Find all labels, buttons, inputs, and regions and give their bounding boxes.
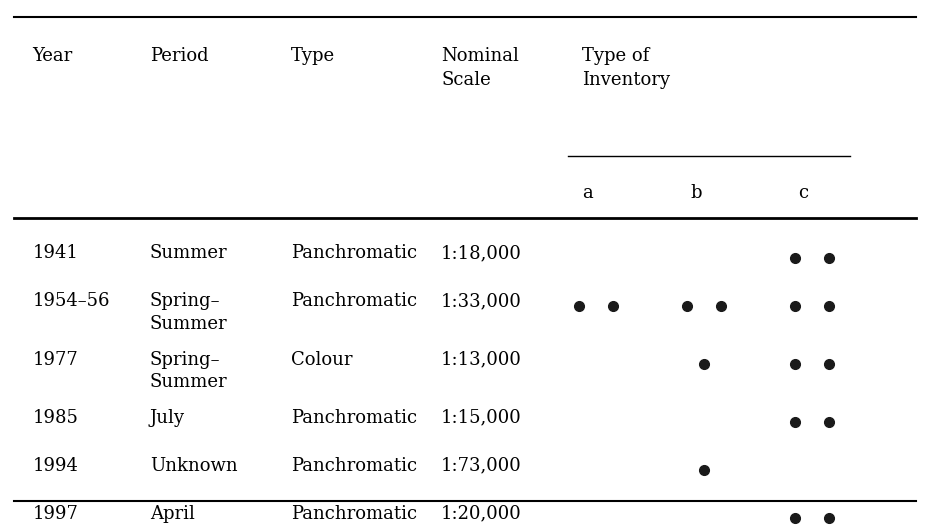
Text: Spring–
Summer: Spring– Summer	[150, 293, 228, 333]
Text: b: b	[690, 184, 702, 202]
Text: Nominal
Scale: Nominal Scale	[441, 47, 519, 89]
Text: Year: Year	[32, 47, 73, 65]
Text: Summer: Summer	[150, 244, 228, 262]
Text: Panchromatic: Panchromatic	[291, 505, 417, 523]
Text: 1:33,000: 1:33,000	[441, 293, 522, 310]
Text: 1:18,000: 1:18,000	[441, 244, 522, 262]
Text: Unknown: Unknown	[150, 457, 237, 475]
Text: 1977: 1977	[32, 351, 78, 369]
Text: Panchromatic: Panchromatic	[291, 293, 417, 310]
Text: a: a	[582, 184, 592, 202]
Text: Spring–
Summer: Spring– Summer	[150, 351, 228, 391]
Text: 1994: 1994	[32, 457, 79, 475]
Text: 1:13,000: 1:13,000	[441, 351, 522, 369]
Text: 1:73,000: 1:73,000	[441, 457, 521, 475]
Text: 1985: 1985	[32, 409, 79, 427]
Text: 1997: 1997	[32, 505, 79, 523]
Text: c: c	[798, 184, 809, 202]
Text: April: April	[150, 505, 194, 523]
Text: Panchromatic: Panchromatic	[291, 244, 417, 262]
Text: 1954–56: 1954–56	[32, 293, 110, 310]
Text: Panchromatic: Panchromatic	[291, 409, 417, 427]
Text: Panchromatic: Panchromatic	[291, 457, 417, 475]
Text: July: July	[150, 409, 185, 427]
Text: Type: Type	[291, 47, 335, 65]
Text: Type of
Inventory: Type of Inventory	[582, 47, 670, 89]
Text: 1941: 1941	[32, 244, 79, 262]
Text: 1:20,000: 1:20,000	[441, 505, 521, 523]
Text: Period: Period	[150, 47, 209, 65]
Text: Colour: Colour	[291, 351, 353, 369]
Text: 1:15,000: 1:15,000	[441, 409, 521, 427]
